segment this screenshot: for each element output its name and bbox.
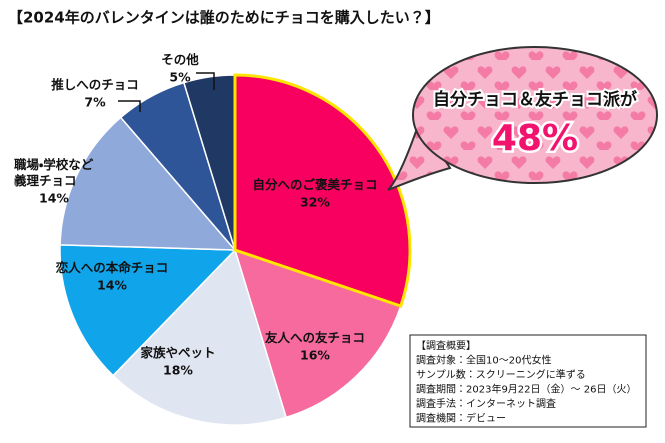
slice-label-line: 恋人への本命チョコ: [56, 260, 169, 275]
note-line: 調査手法：インターネット調査: [416, 397, 556, 410]
slice-label: 友人への友チョコ: [264, 330, 365, 345]
pie-slice: [112, 248, 288, 426]
slice-label: 恋人への本命チョコ: [56, 260, 169, 275]
slice-label: 家族やペット: [140, 345, 215, 360]
slice-label: その他: [161, 52, 199, 67]
value-label: 5%: [169, 70, 191, 85]
note-line: 調査期間：2023年9月22日（金）～ 26日（火）: [416, 383, 636, 396]
callout-value: 48%: [492, 118, 578, 159]
value-label: 14%: [97, 278, 127, 293]
slice-label: 自分へのご褒美チョコ: [252, 177, 377, 192]
slice-label: 職場・学校など義理チョコ: [14, 157, 94, 188]
note-line: 調査機関：デビュー: [416, 412, 506, 425]
chart-title: 【2024年のバレンタインは誰のためにチョコを購入したい？】: [8, 9, 440, 27]
callout-text: 自分チョコ＆友チョコ派が: [433, 89, 637, 110]
value-label: 7%: [84, 95, 106, 110]
notes: 【調査概要】調査対象：全国10～20代女性サンプル数：スクリーニングに準ずる調査…: [416, 339, 636, 425]
slice-label-line: 家族やペット: [140, 345, 215, 360]
slice-label-line: 自分へのご褒美チョコ: [252, 177, 377, 192]
slice-label-line: 義理チョコ: [14, 173, 77, 188]
pie-slice: [233, 248, 402, 419]
note-line: 調査対象：全国10～20代女性: [416, 354, 551, 367]
notes-box: [409, 334, 647, 428]
value-label: 16%: [300, 348, 330, 363]
value-label: 14%: [39, 191, 69, 206]
slice-label-line: 推しへのチョコ: [51, 77, 139, 92]
slice-label-line: 友人への友チョコ: [264, 330, 365, 345]
leader-line: [196, 72, 215, 90]
slice-label-line: 職場・学校など: [14, 157, 94, 172]
value-label: 32%: [300, 195, 330, 210]
slice-label-line: その他: [161, 52, 199, 67]
value-label: 18%: [163, 363, 193, 378]
pie: 自分へのご褒美チョコ 32% 友人への友チョコ 16% 家族やペット 18% 恋人への本命チ…: [14, 52, 412, 426]
pie-slice: [59, 116, 237, 251]
pie-slice: [233, 73, 412, 308]
pie-slice: [59, 244, 237, 377]
leader-line: [118, 100, 141, 112]
slice-label: 推しへのチョコ: [51, 77, 139, 92]
note-line: 【調査概要】: [416, 339, 476, 352]
callout: 自分チョコ＆友チョコ派が 48%: [387, 46, 658, 191]
note-line: サンプル数：スクリーニングに準ずる: [416, 368, 586, 381]
